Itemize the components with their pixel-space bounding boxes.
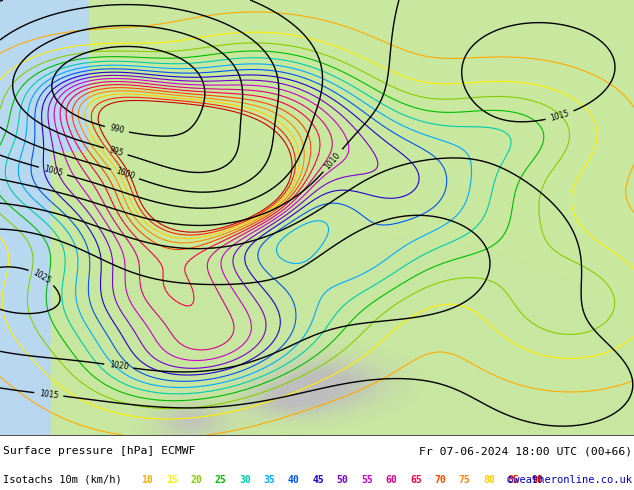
Text: 60: 60: [385, 474, 398, 485]
Text: 10: 10: [141, 474, 153, 485]
Text: 80: 80: [483, 474, 495, 485]
Text: 15: 15: [166, 474, 178, 485]
Text: 55: 55: [361, 474, 373, 485]
Text: Isotachs 10m (km/h): Isotachs 10m (km/h): [3, 474, 122, 485]
Text: 25: 25: [214, 474, 226, 485]
Text: 20: 20: [190, 474, 202, 485]
Text: 35: 35: [263, 474, 275, 485]
Text: 50: 50: [337, 474, 349, 485]
Text: 1005: 1005: [42, 164, 63, 178]
Text: 65: 65: [410, 474, 422, 485]
Text: 1015: 1015: [39, 389, 59, 400]
Text: 40: 40: [288, 474, 300, 485]
Text: 1020: 1020: [108, 360, 129, 372]
Text: ©weatheronline.co.uk: ©weatheronline.co.uk: [507, 474, 632, 485]
Text: 85: 85: [507, 474, 519, 485]
Text: 1015: 1015: [549, 109, 571, 123]
Text: 1025: 1025: [31, 268, 53, 285]
Text: 990: 990: [108, 123, 125, 136]
Text: 90: 90: [532, 474, 544, 485]
Text: 995: 995: [108, 145, 124, 158]
Text: 75: 75: [458, 474, 470, 485]
Text: Fr 07-06-2024 18:00 UTC (00+66): Fr 07-06-2024 18:00 UTC (00+66): [419, 446, 632, 456]
Text: 70: 70: [434, 474, 446, 485]
Text: Surface pressure [hPa] ECMWF: Surface pressure [hPa] ECMWF: [3, 446, 196, 456]
Text: 45: 45: [312, 474, 324, 485]
Text: 1000: 1000: [115, 167, 136, 181]
Text: 1010: 1010: [323, 150, 342, 171]
Text: 30: 30: [239, 474, 251, 485]
